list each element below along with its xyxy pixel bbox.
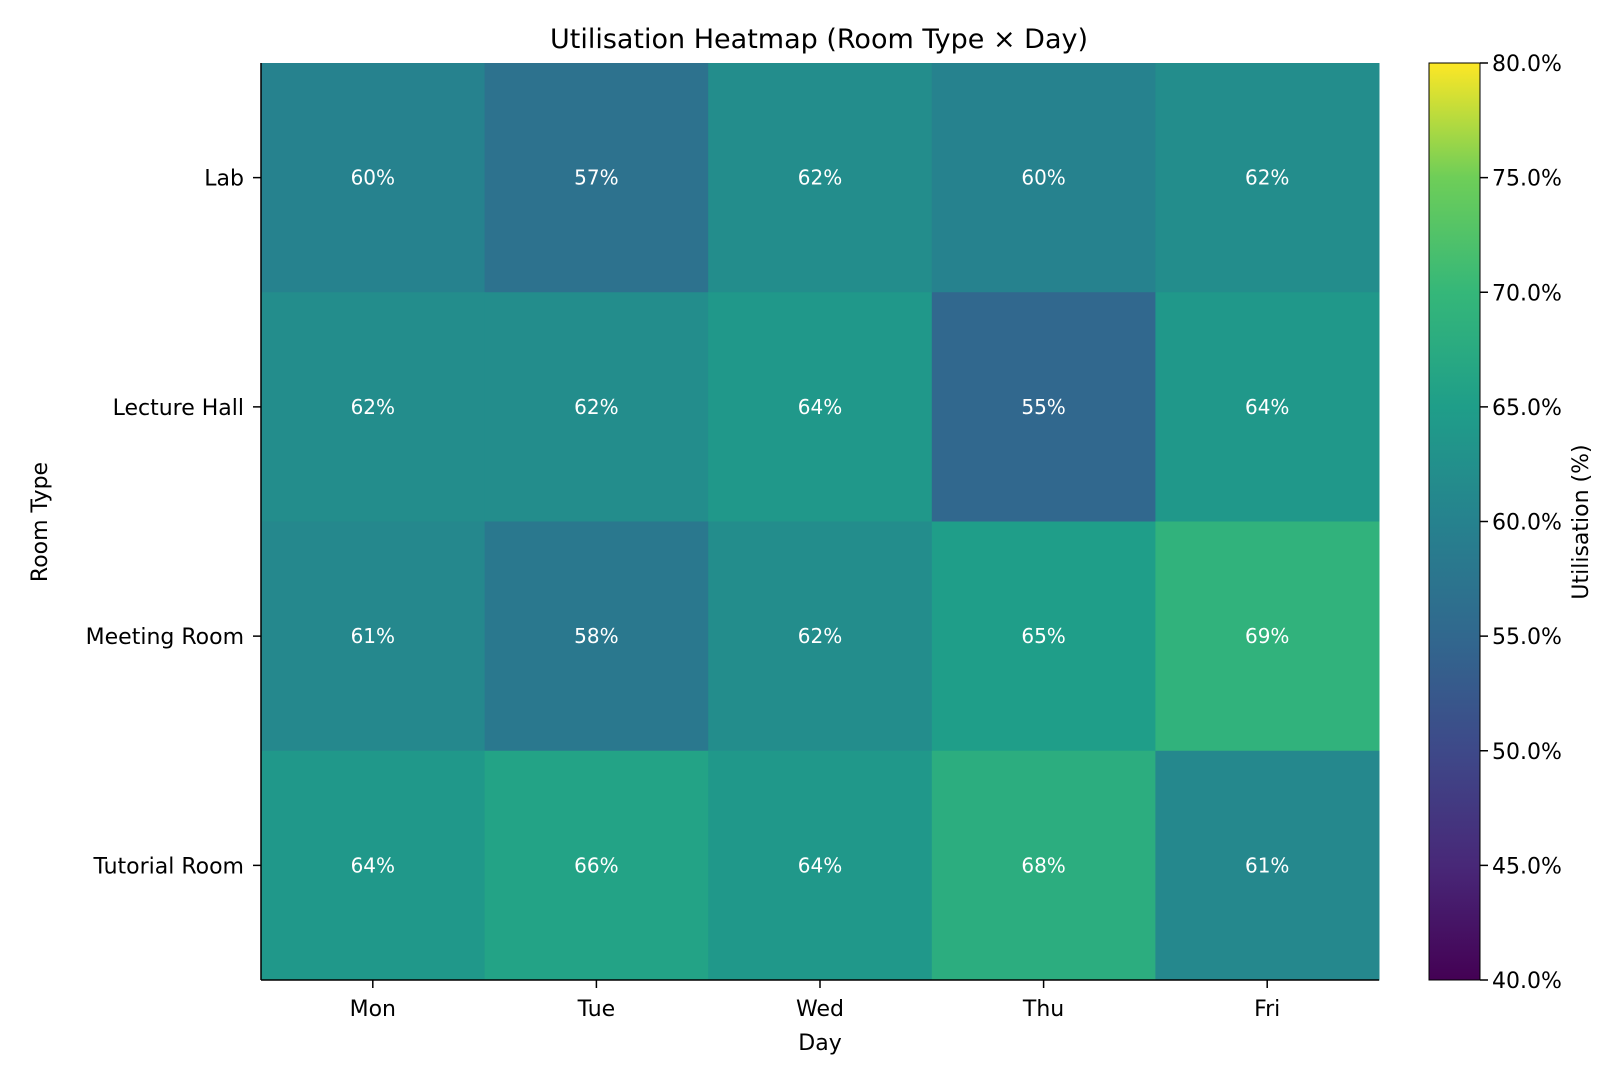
y-axis-ticks: Lab Lecture Hall Meeting Room Tutorial Room [86, 167, 261, 879]
heatmap-cell [261, 521, 486, 752]
y-tick-label: Meeting Room [86, 625, 244, 650]
x-tick-label: Wed [796, 997, 844, 1022]
heatmap-cell [931, 521, 1156, 752]
y-tick-label: Lab [204, 167, 244, 192]
heatmap-cell [708, 63, 933, 293]
heatmap-cell [1155, 750, 1380, 981]
colorbar [1428, 62, 1481, 981]
colorbar-tick-label: 70.0% [1492, 281, 1562, 306]
colorbar-label: Utilisation (%) [1569, 444, 1594, 599]
x-tick-label: Fri [1254, 997, 1280, 1022]
colorbar-tick-label: 80.0% [1492, 52, 1562, 77]
heatmap-cell [931, 750, 1156, 981]
cell-value-label: 55% [1021, 395, 1065, 419]
heatmap-cell [708, 521, 933, 752]
heatmap-cell [708, 750, 933, 981]
heatmap-cell-labels: 60% 57% 62% 60% 62% 62% 62% 64% 55% 64% 61% 58% 62% 6… [351, 166, 1290, 878]
cell-value-label: 64% [1245, 395, 1289, 419]
cell-value-label: 58% [574, 624, 618, 648]
cell-value-label: 57% [574, 166, 618, 190]
heatmap-cell [261, 292, 486, 522]
heatmap-cell [1155, 292, 1380, 522]
colorbar-tick-label: 75.0% [1492, 167, 1562, 192]
colorbar-tick-label: 45.0% [1492, 854, 1562, 879]
cell-value-label: 65% [1021, 624, 1065, 648]
cell-value-label: 64% [798, 853, 842, 877]
x-tick-label: Thu [1022, 997, 1064, 1022]
heatmap-cell [931, 292, 1156, 522]
y-tick-label: Lecture Hall [113, 396, 244, 421]
cell-value-label: 64% [798, 395, 842, 419]
heatmap-cell [1155, 63, 1380, 293]
cell-value-label: 69% [1245, 624, 1289, 648]
cell-value-label: 68% [1021, 853, 1065, 877]
heatmap-cell [708, 292, 933, 522]
heatmap-cell [484, 750, 709, 981]
x-tick-label: Mon [350, 997, 396, 1022]
cell-value-label: 62% [798, 166, 842, 190]
x-tick-label: Tue [577, 997, 616, 1022]
heatmap-cell [484, 521, 709, 752]
heatmap-cell [261, 63, 486, 293]
cell-value-label: 66% [574, 853, 618, 877]
chart-title: Utilisation Heatmap (Room Type × Day) [550, 24, 1088, 55]
colorbar-tick-label: 50.0% [1492, 740, 1562, 765]
heatmap-cells [261, 63, 1380, 981]
cell-value-label: 60% [351, 166, 395, 190]
colorbar-tick-label: 55.0% [1492, 625, 1562, 650]
cell-value-label: 60% [1021, 166, 1065, 190]
heatmap-cell [484, 292, 709, 522]
heatmap-cell [261, 750, 486, 981]
x-axis-label: Day [798, 1031, 841, 1056]
colorbar-ticks: 40.0% 45.0% 50.0% 55.0% 60.0% 65.0% 70.0% 75.0%… [1480, 52, 1562, 994]
cell-value-label: 62% [798, 624, 842, 648]
heatmap-cell [1155, 521, 1380, 752]
x-axis-ticks: Mon Tue Wed Thu Fri [350, 980, 1280, 1022]
cell-value-label: 62% [1245, 166, 1289, 190]
cell-value-label: 62% [574, 395, 618, 419]
heatmap-cell [931, 63, 1156, 293]
heatmap-cell [484, 63, 709, 293]
colorbar-tick-label: 60.0% [1492, 511, 1562, 536]
cell-value-label: 61% [351, 624, 395, 648]
y-tick-label: Tutorial Room [92, 854, 244, 879]
y-axis-label: Room Type [28, 462, 53, 582]
colorbar-tick-label: 40.0% [1492, 969, 1562, 994]
colorbar-tick-label: 65.0% [1492, 396, 1562, 421]
cell-value-label: 64% [351, 853, 395, 877]
cell-value-label: 61% [1245, 853, 1289, 877]
cell-value-label: 62% [351, 395, 395, 419]
